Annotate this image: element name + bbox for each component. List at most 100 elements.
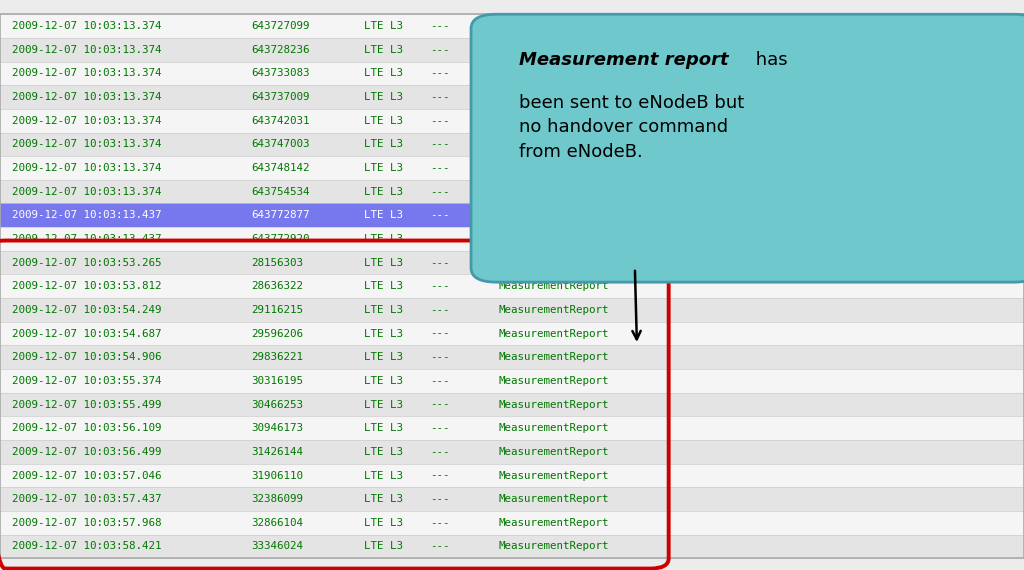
Text: 2009-12-07 10:03:53.265: 2009-12-07 10:03:53.265 [12, 258, 162, 268]
Text: 2009-12-07 10:03:56.109: 2009-12-07 10:03:56.109 [12, 423, 162, 433]
Text: 2009-12-07 10:03:58.421: 2009-12-07 10:03:58.421 [12, 542, 162, 552]
Text: 2009-12-07 10:03:57.968: 2009-12-07 10:03:57.968 [12, 518, 162, 528]
Text: ---: --- [430, 518, 450, 528]
FancyBboxPatch shape [0, 464, 1024, 487]
FancyBboxPatch shape [0, 251, 1024, 275]
FancyBboxPatch shape [0, 14, 1024, 38]
Text: 643772877: 643772877 [251, 210, 309, 221]
Text: LTE L3: LTE L3 [364, 376, 402, 386]
Text: MeasurementReport: MeasurementReport [499, 400, 609, 410]
Text: SystemInf: SystemInf [499, 163, 557, 173]
Text: RRCConnectionReconfigurationComplete: RRCConnectionReconfigurationComplete [499, 234, 733, 244]
Text: ---: --- [430, 210, 450, 221]
Text: ---: --- [430, 305, 450, 315]
Text: MeasurementReport: MeasurementReport [499, 494, 609, 504]
FancyBboxPatch shape [0, 203, 1024, 227]
Text: 643754534: 643754534 [251, 186, 309, 197]
Text: LTE L3: LTE L3 [364, 400, 402, 410]
Text: 2009-12-07 10:03:54.687: 2009-12-07 10:03:54.687 [12, 328, 162, 339]
Text: been sent to eNodeB but
no handover command
from eNodeB.: been sent to eNodeB but no handover comm… [519, 94, 744, 161]
FancyBboxPatch shape [0, 109, 1024, 133]
Text: ---: --- [430, 21, 450, 31]
Text: 643737009: 643737009 [251, 92, 309, 102]
Text: MeasurementReport: MeasurementReport [499, 328, 609, 339]
Text: 31906110: 31906110 [251, 470, 303, 481]
Text: ---: --- [430, 163, 450, 173]
Text: 643728236: 643728236 [251, 44, 309, 55]
Text: LTE L3: LTE L3 [364, 92, 402, 102]
FancyBboxPatch shape [0, 14, 1024, 559]
FancyBboxPatch shape [0, 86, 1024, 109]
Text: LTE L3: LTE L3 [364, 447, 402, 457]
FancyBboxPatch shape [0, 440, 1024, 464]
Text: 643772920: 643772920 [251, 234, 309, 244]
Text: ---: --- [430, 494, 450, 504]
Text: MeasurementReport: MeasurementReport [499, 542, 609, 552]
Text: LTE L3: LTE L3 [364, 21, 402, 31]
Text: Measurement report: Measurement report [519, 51, 729, 70]
Text: 2009-12-07 10:03:13.374: 2009-12-07 10:03:13.374 [12, 163, 162, 173]
Text: SystemInf: SystemInf [499, 68, 557, 79]
Text: 643733083: 643733083 [251, 68, 309, 79]
Text: ---: --- [430, 352, 450, 363]
FancyBboxPatch shape [0, 393, 1024, 416]
Text: LTE L3: LTE L3 [364, 210, 402, 221]
FancyBboxPatch shape [0, 345, 1024, 369]
Text: 29836221: 29836221 [251, 352, 303, 363]
Text: MeasurementReport: MeasurementReport [499, 447, 609, 457]
Text: 643742031: 643742031 [251, 116, 309, 126]
Text: ---: --- [430, 186, 450, 197]
Text: 2009-12-07 10:03:13.437: 2009-12-07 10:03:13.437 [12, 210, 162, 221]
Text: ---: --- [430, 447, 450, 457]
Text: 29596206: 29596206 [251, 328, 303, 339]
Text: MeasurementReport: MeasurementReport [499, 518, 609, 528]
Text: 2009-12-07 10:03:57.437: 2009-12-07 10:03:57.437 [12, 494, 162, 504]
Text: 30316195: 30316195 [251, 376, 303, 386]
Text: 643747003: 643747003 [251, 139, 309, 149]
Text: MeasurementReport: MeasurementReport [499, 352, 609, 363]
Text: LTE L3: LTE L3 [364, 328, 402, 339]
Text: MeasurementReport: MeasurementReport [499, 258, 609, 268]
Text: SystemInf: SystemInf [499, 92, 557, 102]
Text: ---: --- [430, 139, 450, 149]
FancyBboxPatch shape [0, 416, 1024, 440]
Text: 30946173: 30946173 [251, 423, 303, 433]
Text: 2009-12-07 10:03:13.374: 2009-12-07 10:03:13.374 [12, 68, 162, 79]
FancyBboxPatch shape [0, 133, 1024, 156]
Text: ---: --- [430, 542, 450, 552]
Text: 2009-12-07 10:03:13.374: 2009-12-07 10:03:13.374 [12, 44, 162, 55]
Text: 2009-12-07 10:03:13.374: 2009-12-07 10:03:13.374 [12, 21, 162, 31]
Text: 2009-12-07 10:03:54.906: 2009-12-07 10:03:54.906 [12, 352, 162, 363]
Text: 31426144: 31426144 [251, 447, 303, 457]
Text: 33346024: 33346024 [251, 542, 303, 552]
Text: ---: --- [430, 423, 450, 433]
Text: 2009-12-07 10:03:55.499: 2009-12-07 10:03:55.499 [12, 400, 162, 410]
Text: 2009-12-07 10:03:13.374: 2009-12-07 10:03:13.374 [12, 116, 162, 126]
FancyBboxPatch shape [0, 511, 1024, 535]
Text: LTE L3: LTE L3 [364, 305, 402, 315]
Text: 2009-12-07 10:03:13.374: 2009-12-07 10:03:13.374 [12, 92, 162, 102]
Text: LTE L3: LTE L3 [364, 139, 402, 149]
Text: LTE L3: LTE L3 [364, 116, 402, 126]
Text: 30466253: 30466253 [251, 400, 303, 410]
Text: 29116215: 29116215 [251, 305, 303, 315]
Text: ---: --- [430, 470, 450, 481]
Text: LTE L3: LTE L3 [364, 186, 402, 197]
Text: ---: --- [430, 44, 450, 55]
Text: LTE L3: LTE L3 [364, 281, 402, 291]
Text: RRCConnect: RRCConnect [499, 186, 563, 197]
Text: MeasurementReport: MeasurementReport [499, 305, 609, 315]
Text: LTE L3: LTE L3 [364, 352, 402, 363]
FancyBboxPatch shape [0, 227, 1024, 251]
Text: RRCConnectionReconfiguration: RRCConnectionReconfiguration [499, 210, 681, 221]
Text: ---: --- [430, 68, 450, 79]
FancyBboxPatch shape [0, 487, 1024, 511]
Text: SystemInformation: SystemInformation [499, 21, 609, 31]
Text: ---: --- [430, 234, 450, 244]
Text: LTE L3: LTE L3 [364, 44, 402, 55]
Text: 2009-12-07 10:03:13.374: 2009-12-07 10:03:13.374 [12, 139, 162, 149]
Text: ---: --- [430, 258, 450, 268]
Text: 32386099: 32386099 [251, 494, 303, 504]
Text: MeasurementReport: MeasurementReport [499, 423, 609, 433]
Text: 2009-12-07 10:03:55.374: 2009-12-07 10:03:55.374 [12, 376, 162, 386]
